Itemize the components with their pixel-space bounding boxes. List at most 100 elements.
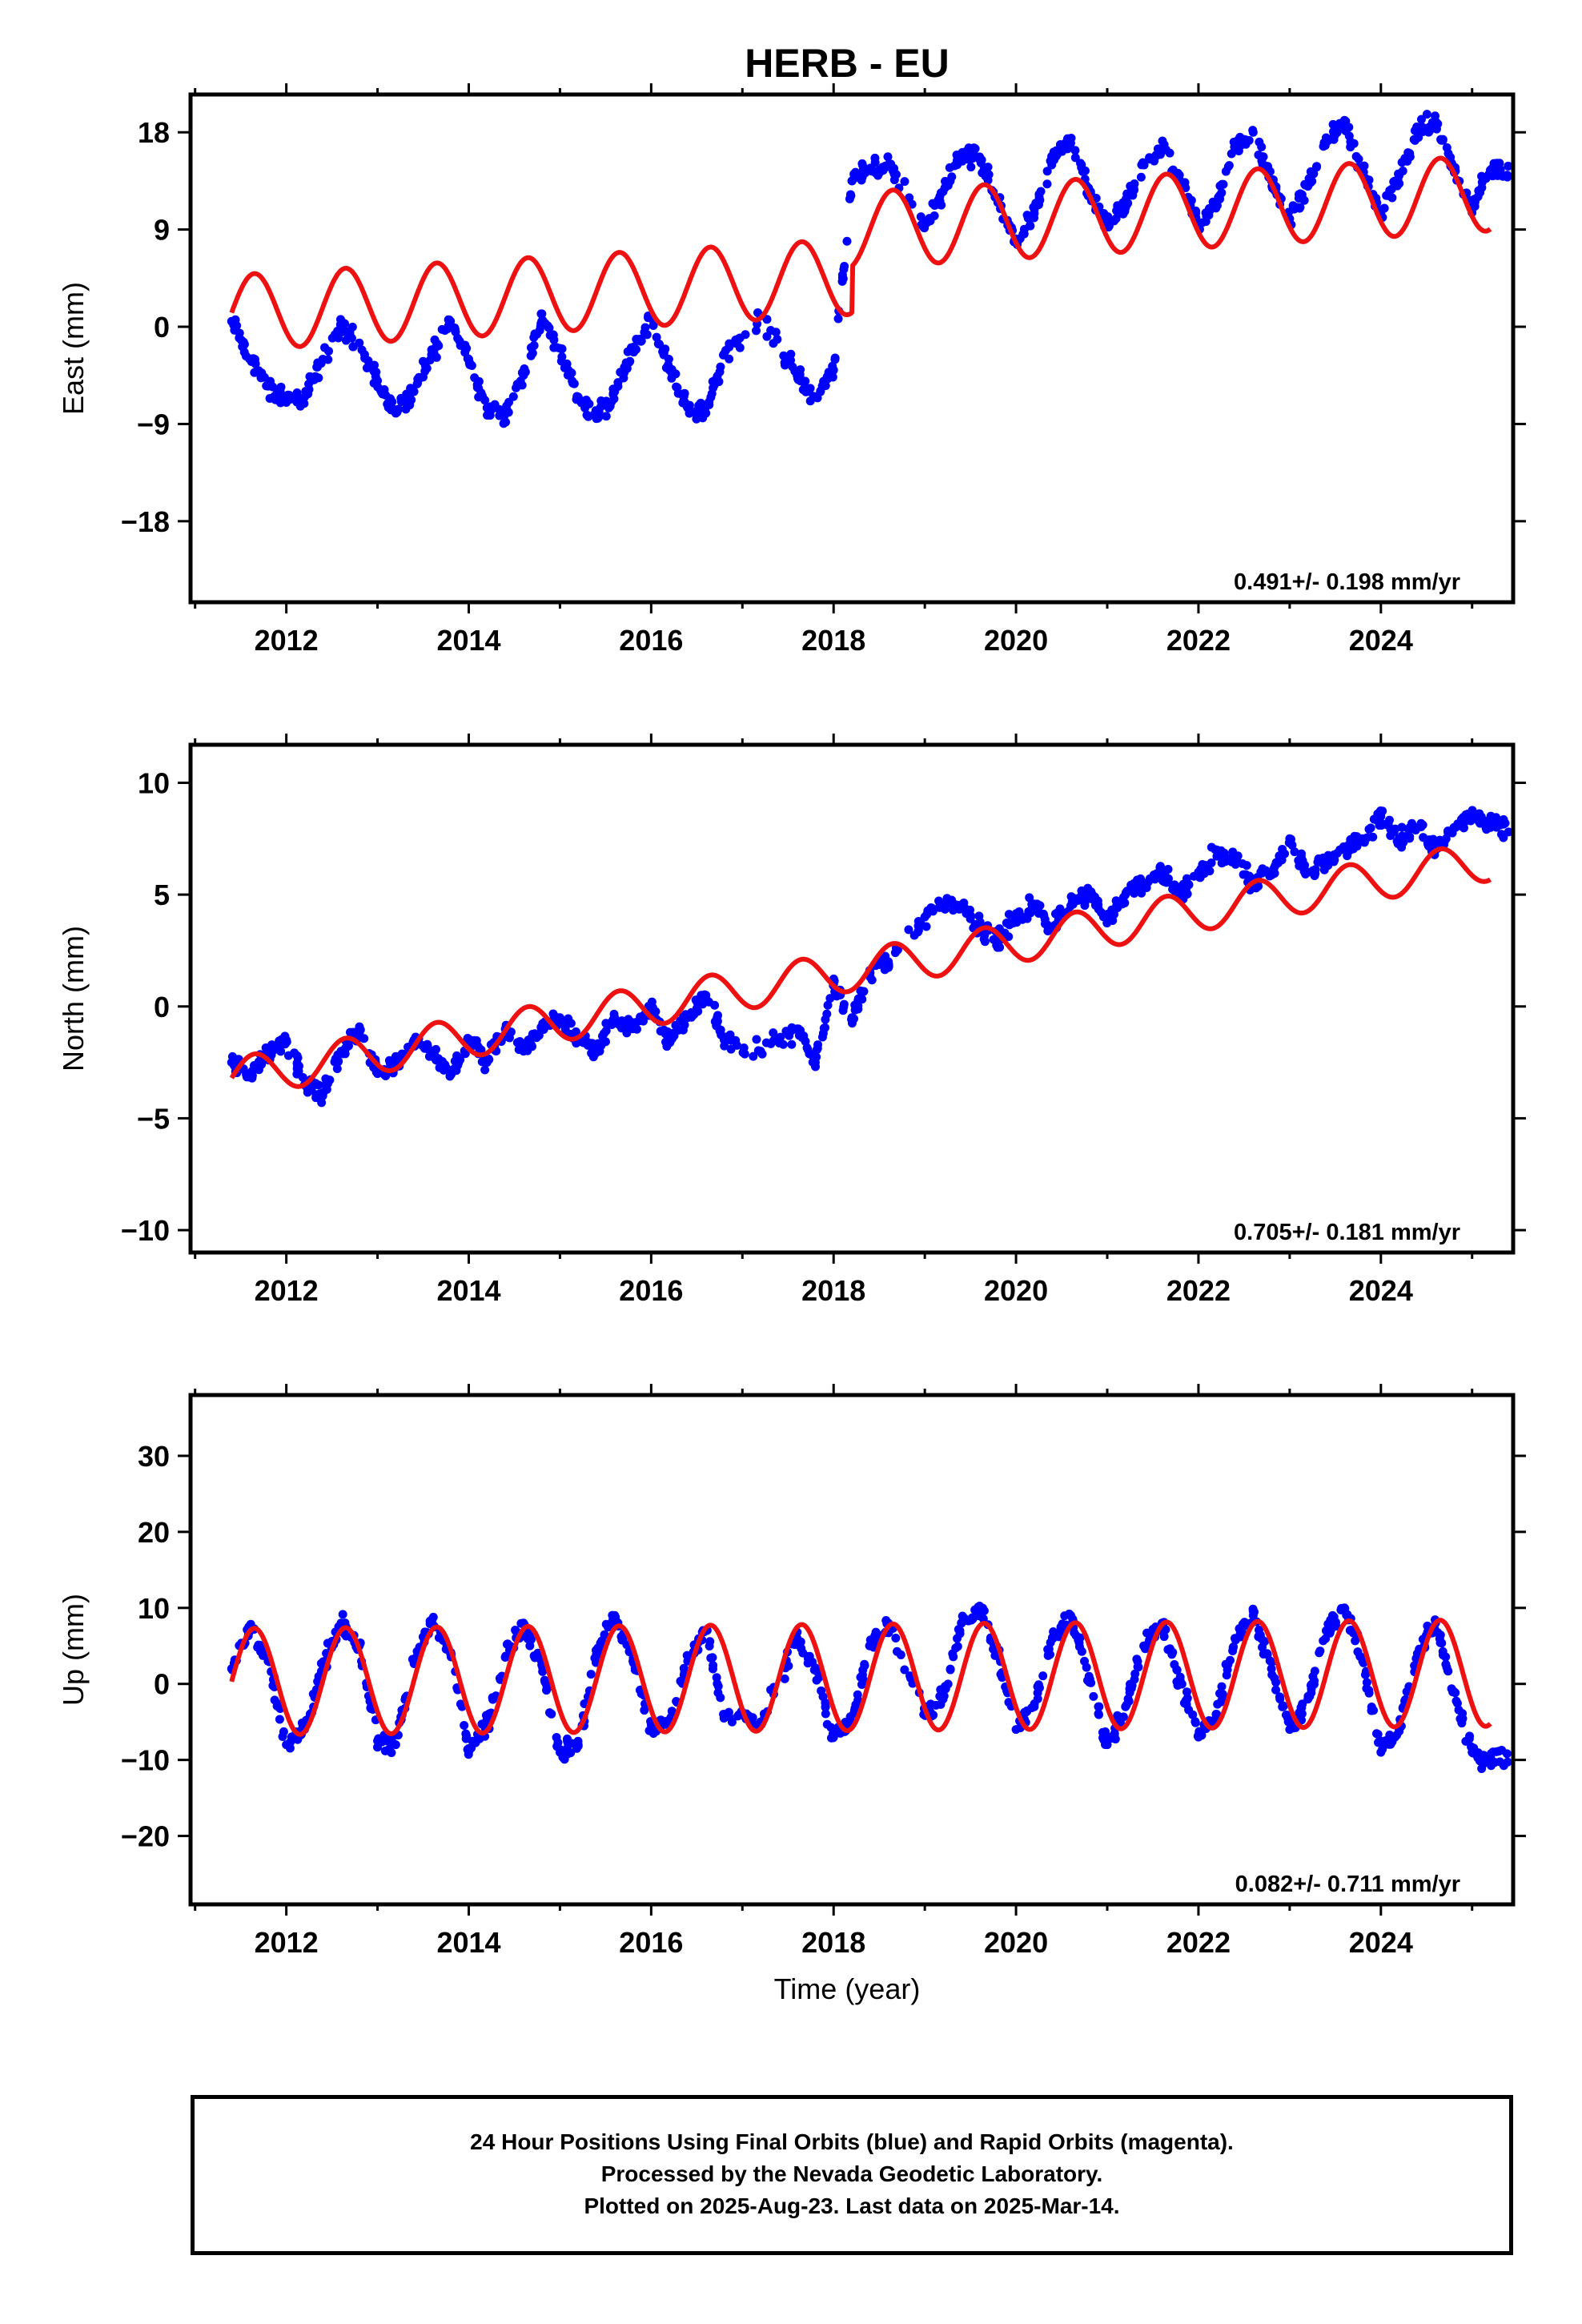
east-data-point	[312, 362, 322, 372]
east-data-point	[840, 262, 849, 271]
up-data-point	[467, 1743, 476, 1753]
up-data-point	[1275, 1692, 1284, 1702]
east-data-point	[769, 339, 778, 348]
east-data-point	[1259, 152, 1268, 162]
east-data-point	[833, 314, 843, 324]
up-data-point	[1386, 1739, 1395, 1749]
east-data-point	[340, 319, 350, 328]
north-data-point	[1267, 870, 1277, 879]
north-data-point	[1034, 908, 1043, 918]
east-data-point	[472, 383, 482, 392]
north-data-point	[1233, 858, 1243, 867]
north-data-point	[1364, 824, 1374, 834]
north-data-point	[787, 1039, 797, 1049]
east-x-tick-label: 2020	[984, 624, 1048, 657]
up-data-point	[1308, 1671, 1318, 1681]
north-data-point	[345, 1027, 355, 1037]
up-data-point	[949, 1652, 958, 1662]
north-data-point	[1378, 806, 1387, 816]
up-data-point	[856, 1672, 865, 1682]
east-data-point	[405, 400, 415, 410]
north-data-point	[867, 975, 877, 985]
east-x-tick-label: 2022	[1166, 624, 1231, 657]
up-x-tick-label: 2018	[801, 1926, 865, 1959]
east-data-point	[501, 417, 511, 427]
east-data-point	[568, 376, 577, 386]
up-data-point	[817, 1686, 826, 1695]
east-data-point	[1186, 195, 1196, 205]
east-data-point	[629, 342, 639, 352]
up-data-point	[1451, 1688, 1460, 1698]
north-data-point	[713, 1016, 722, 1026]
east-data-point	[409, 387, 419, 396]
north-data-point	[821, 1023, 830, 1032]
east-data-point	[677, 389, 687, 399]
east-data-point	[235, 328, 244, 338]
north-plot-area	[227, 806, 1513, 1108]
up-data-point	[1191, 1717, 1200, 1727]
north-data-point	[1468, 811, 1478, 821]
north-data-point	[450, 1063, 460, 1073]
up-y-axis-label: Up (mm)	[57, 1594, 90, 1706]
east-data-point	[1122, 194, 1131, 203]
north-data-point	[431, 1044, 440, 1054]
east-data-point	[420, 361, 430, 371]
up-data-point	[484, 1709, 494, 1719]
up-data-point	[996, 1670, 1006, 1679]
east-data-point	[713, 377, 722, 387]
north-data-point	[528, 1029, 537, 1039]
east-data-point	[1025, 220, 1034, 230]
east-data-point	[1433, 119, 1443, 129]
east-data-point	[1323, 136, 1333, 146]
north-y-tick-label: 10	[138, 766, 170, 799]
north-data-point	[1025, 893, 1034, 903]
north-data-point	[292, 1051, 302, 1061]
east-data-point	[299, 399, 309, 408]
up-data-point	[428, 1612, 438, 1622]
up-data-point	[1487, 1749, 1496, 1759]
up-data-point	[540, 1675, 549, 1685]
north-data-point	[797, 1033, 807, 1043]
north-x-tick-label: 2012	[255, 1274, 319, 1307]
figure-title: HERB - EU	[745, 41, 950, 86]
north-data-point	[904, 925, 913, 935]
up-data-point	[1250, 1607, 1259, 1617]
north-data-point	[628, 1019, 638, 1029]
up-data-point	[1216, 1697, 1226, 1707]
north-data-point	[821, 1015, 830, 1024]
north-data-point	[731, 1035, 741, 1045]
east-data-point	[795, 370, 805, 380]
east-data-point	[640, 328, 649, 337]
east-data-point	[1139, 160, 1149, 170]
north-data-point	[651, 1007, 661, 1016]
up-data-point	[1132, 1655, 1142, 1664]
east-data-point	[1488, 171, 1497, 181]
north-data-point	[1182, 889, 1192, 899]
north-data-point	[1251, 883, 1261, 893]
east-data-point	[1070, 146, 1080, 155]
north-data-point	[1080, 901, 1090, 911]
east-data-point	[685, 408, 694, 418]
north-data-point	[961, 904, 970, 914]
north-data-point	[1369, 814, 1379, 824]
north-data-point	[504, 1032, 513, 1042]
east-data-point	[725, 354, 734, 364]
up-data-point	[951, 1643, 961, 1653]
east-y-axis-label: East (mm)	[57, 282, 90, 415]
up-data-point	[461, 1729, 471, 1739]
north-data-point	[686, 1009, 696, 1019]
up-data-point	[1089, 1691, 1098, 1701]
north-data-point	[680, 1020, 689, 1030]
east-data-point	[383, 403, 393, 412]
east-data-point	[1473, 192, 1483, 202]
north-data-point	[1487, 822, 1496, 831]
up-data-point	[794, 1638, 804, 1648]
north-x-tick-label: 2020	[984, 1274, 1048, 1307]
east-data-point	[1042, 179, 1052, 189]
up-data-point	[1094, 1710, 1103, 1719]
north-data-point	[1343, 851, 1352, 861]
east-data-point	[1359, 161, 1369, 171]
up-data-point	[1360, 1670, 1370, 1679]
up-data-point	[456, 1699, 465, 1709]
